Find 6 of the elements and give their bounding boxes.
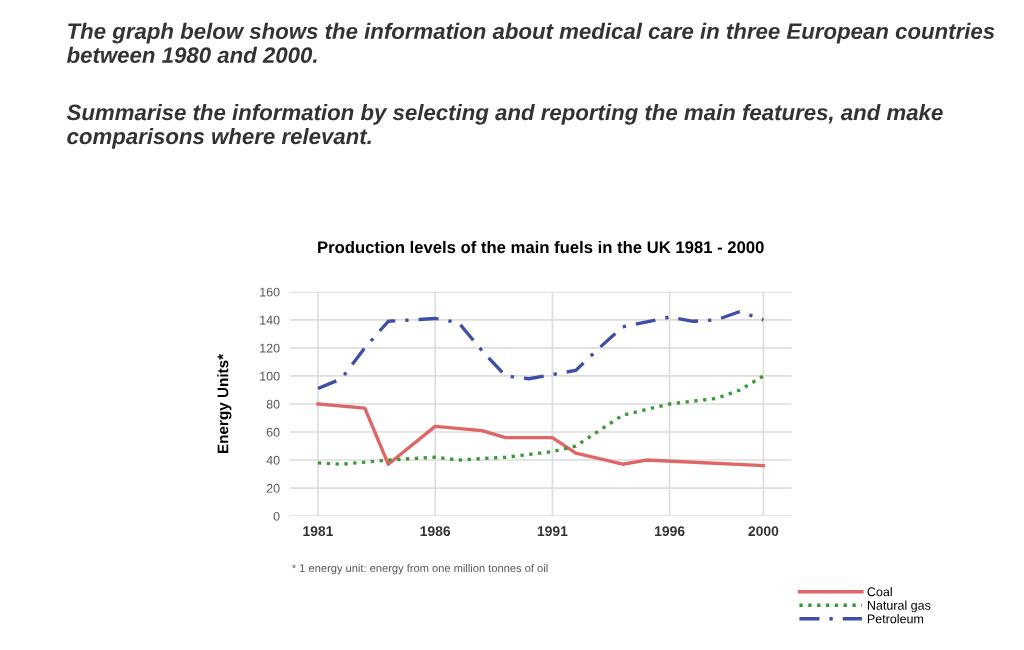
text: Summarise the information by selecting and reporting the main features, and make comparisons where relevant. — [66, 104, 943, 149]
chart-title: Production levels of the main fuels in the UK 1981 - 2000 — [318, 240, 764, 254]
line-series — [316, 402, 766, 468]
text: The graph below shows the information about medical care in three European countries between 1980 and 2000. — [66, 22, 995, 64]
line-series — [316, 374, 766, 466]
line-series — [316, 309, 766, 391]
